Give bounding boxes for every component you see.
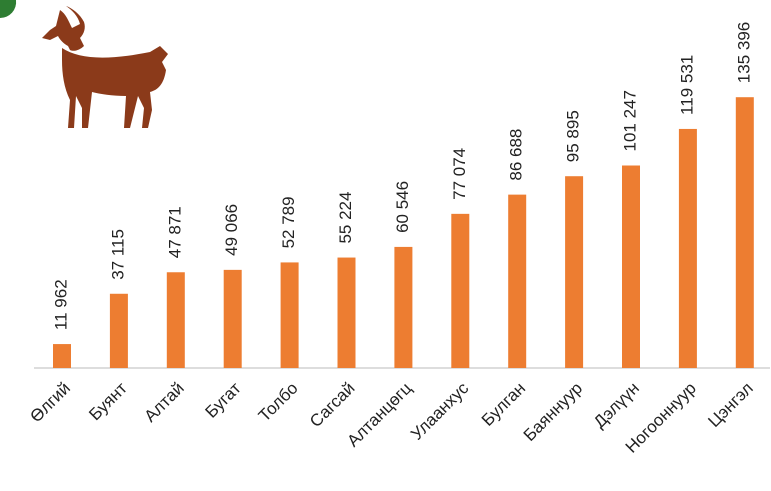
bar [565, 176, 584, 368]
x-tick-label: Бугат [202, 378, 245, 421]
x-tick-label: Өлгий [26, 379, 74, 427]
bar [451, 213, 470, 368]
bar [508, 194, 527, 368]
bar [678, 128, 697, 368]
bar [109, 293, 128, 368]
bar [735, 97, 754, 368]
value-label: 119 531 [677, 55, 696, 115]
value-label: 86 688 [507, 129, 526, 181]
value-label: 49 066 [222, 204, 241, 256]
value-label: 47 871 [165, 206, 184, 258]
value-label: 11 962 [51, 279, 70, 330]
goat-icon [42, 6, 168, 128]
value-label: 135 396 [734, 22, 753, 83]
x-tick-label: Улаанхус [407, 378, 473, 444]
x-tick-label: Булган [478, 379, 529, 430]
bar [337, 257, 356, 368]
x-tick-label: Сагсай [306, 379, 358, 431]
x-tick-label: Дэлүүн [590, 379, 643, 432]
value-label: 101 247 [620, 90, 639, 151]
bar [166, 272, 185, 368]
bar [280, 262, 299, 368]
x-tick-label: Толбо [255, 379, 302, 426]
value-label: 60 546 [393, 181, 412, 233]
corner-icon [0, 0, 17, 19]
value-label: 95 895 [564, 110, 583, 162]
value-label: 77 074 [450, 148, 469, 200]
x-tick-label: Цэнгэл [704, 379, 756, 431]
value-label: 52 789 [279, 196, 298, 248]
bar [53, 344, 71, 368]
value-label: 55 224 [336, 192, 355, 244]
x-tick-label: Буянт [85, 378, 131, 424]
bar [394, 246, 413, 368]
bar [622, 165, 640, 368]
bar [223, 269, 242, 368]
x-tick-label: Алтай [141, 379, 188, 426]
x-tick-label: Баяннуур [520, 379, 586, 445]
value-label: 37 115 [108, 229, 127, 280]
